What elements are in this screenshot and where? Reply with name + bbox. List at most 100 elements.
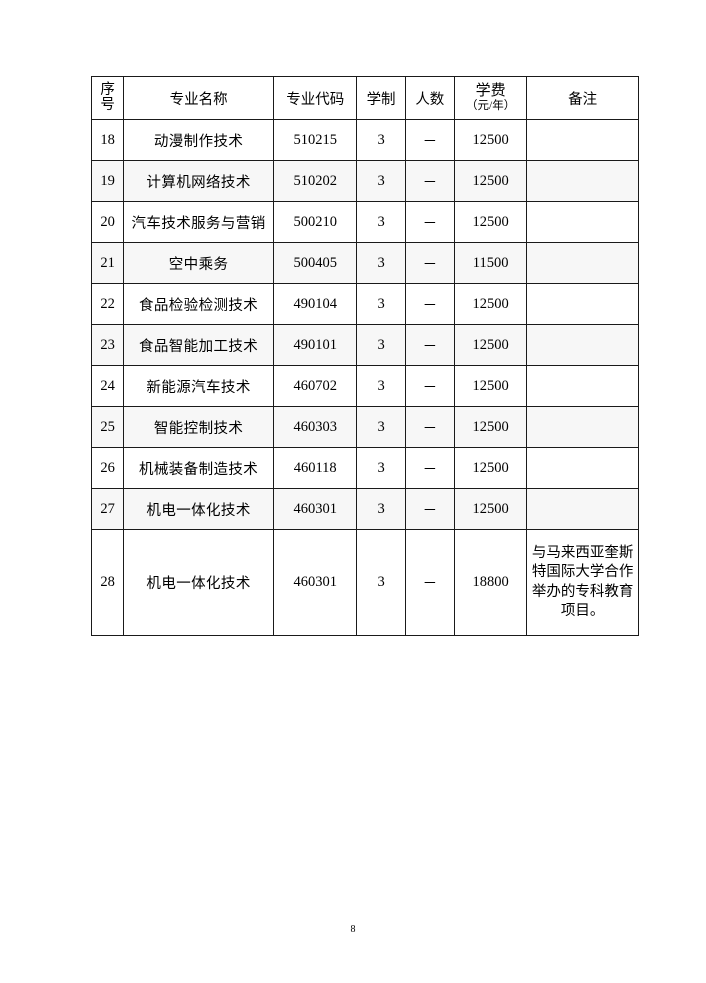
header-code: 专业代码: [272, 76, 358, 120]
cell-remark: [526, 324, 639, 366]
cell-remark: [526, 488, 639, 530]
table-row: 22 食品检验检测技术 490104 3 － 12500: [90, 283, 639, 325]
table-row: 19 计算机网络技术 510202 3 － 12500: [90, 160, 639, 202]
cell-fee: 11500: [453, 242, 528, 284]
cell-remark: [526, 242, 639, 284]
cell-seq: 21: [90, 242, 125, 284]
table-body: 18 动漫制作技术 510215 3 － 12500 19 计算机网络技术 51…: [90, 119, 639, 636]
cell-code: 490101: [272, 324, 358, 366]
cell-system: 3: [356, 447, 406, 489]
table-row: 28 机电一体化技术 460301 3 － 18800 与马来西亚奎斯特国际大学…: [90, 529, 639, 636]
table-row: 26 机械装备制造技术 460118 3 － 12500: [90, 447, 639, 489]
cell-count: －: [404, 283, 455, 325]
cell-seq: 18: [90, 119, 125, 161]
table-row: 21 空中乘务 500405 3 － 11500: [90, 242, 639, 284]
cell-remark: [526, 160, 639, 202]
cell-seq: 27: [90, 488, 125, 530]
cell-seq: 20: [90, 201, 125, 243]
cell-system: 3: [356, 119, 406, 161]
cell-count: －: [404, 324, 455, 366]
table-row: 24 新能源汽车技术 460702 3 － 12500: [90, 365, 639, 407]
table-row: 27 机电一体化技术 460301 3 － 12500: [90, 488, 639, 530]
cell-count: －: [404, 201, 455, 243]
cell-remark: [526, 119, 639, 161]
cell-code: 460118: [272, 447, 358, 489]
cell-remark: [526, 406, 639, 448]
cell-fee: 12500: [453, 447, 528, 489]
cell-count: －: [404, 406, 455, 448]
cell-system: 3: [356, 365, 406, 407]
cell-remark: 与马来西亚奎斯特国际大学合作举办的专科教育项目。: [526, 529, 639, 636]
header-count: 人数: [404, 76, 455, 120]
cell-name: 机电一体化技术: [123, 529, 274, 636]
cell-count: －: [404, 119, 455, 161]
cell-code: 460303: [272, 406, 358, 448]
cell-code: 500210: [272, 201, 358, 243]
cell-system: 3: [356, 488, 406, 530]
cell-count: －: [404, 160, 455, 202]
cell-seq: 25: [90, 406, 125, 448]
cell-code: 490104: [272, 283, 358, 325]
cell-fee: 12500: [453, 365, 528, 407]
header-system: 学制: [356, 76, 406, 120]
cell-count: －: [404, 447, 455, 489]
cell-seq: 26: [90, 447, 125, 489]
cell-name: 食品智能加工技术: [123, 324, 274, 366]
cell-count: －: [404, 365, 455, 407]
cell-system: 3: [356, 406, 406, 448]
cell-seq: 28: [90, 529, 125, 636]
cell-fee: 12500: [453, 488, 528, 530]
cell-seq: 24: [90, 365, 125, 407]
cell-system: 3: [356, 160, 406, 202]
cell-fee: 12500: [453, 119, 528, 161]
cell-fee: 12500: [453, 201, 528, 243]
major-table-container: 序 号 专业名称 专业代码 学制 人数 学费 （元/年） 备注 18: [90, 76, 639, 636]
cell-code: 460702: [272, 365, 358, 407]
cell-system: 3: [356, 201, 406, 243]
cell-code: 460301: [272, 488, 358, 530]
cell-name: 智能控制技术: [123, 406, 274, 448]
page-number: 8: [350, 924, 356, 935]
table-row: 25 智能控制技术 460303 3 － 12500: [90, 406, 639, 448]
cell-system: 3: [356, 283, 406, 325]
cell-system: 3: [356, 324, 406, 366]
cell-code: 510202: [272, 160, 358, 202]
header-seq-line1: 序: [100, 81, 115, 98]
table-row: 20 汽车技术服务与营销 500210 3 － 12500: [90, 201, 639, 243]
table-row: 18 动漫制作技术 510215 3 － 12500: [90, 119, 639, 161]
cell-name: 计算机网络技术: [123, 160, 274, 202]
cell-fee: 12500: [453, 283, 528, 325]
cell-remark: [526, 283, 639, 325]
cell-fee: 12500: [453, 160, 528, 202]
cell-code: 500405: [272, 242, 358, 284]
cell-count: －: [404, 242, 455, 284]
cell-remark: [526, 447, 639, 489]
cell-fee: 12500: [453, 406, 528, 448]
cell-remark: [526, 365, 639, 407]
cell-name: 新能源汽车技术: [123, 365, 274, 407]
cell-name: 动漫制作技术: [123, 119, 274, 161]
cell-fee: 12500: [453, 324, 528, 366]
header-remark: 备注: [526, 76, 639, 120]
cell-remark: [526, 201, 639, 243]
cell-name: 汽车技术服务与营销: [123, 201, 274, 243]
cell-seq: 23: [90, 324, 125, 366]
cell-count: －: [404, 529, 455, 636]
header-fee: 学费 （元/年）: [453, 76, 528, 120]
cell-name: 食品检验检测技术: [123, 283, 274, 325]
cell-name: 空中乘务: [123, 242, 274, 284]
cell-count: －: [404, 488, 455, 530]
cell-name: 机电一体化技术: [123, 488, 274, 530]
cell-code: 510215: [272, 119, 358, 161]
cell-name: 机械装备制造技术: [123, 447, 274, 489]
table-row: 23 食品智能加工技术 490101 3 － 12500: [90, 324, 639, 366]
major-table: 序 号 专业名称 专业代码 学制 人数 学费 （元/年） 备注 18: [90, 76, 639, 636]
cell-seq: 19: [90, 160, 125, 202]
header-fee-main: 学费: [475, 83, 506, 100]
header-seq: 序 号: [90, 76, 125, 120]
cell-code: 460301: [272, 529, 358, 636]
table-header-row: 序 号 专业名称 专业代码 学制 人数 学费 （元/年） 备注: [90, 76, 639, 120]
cell-seq: 22: [90, 283, 125, 325]
header-fee-sub: （元/年）: [466, 99, 516, 112]
